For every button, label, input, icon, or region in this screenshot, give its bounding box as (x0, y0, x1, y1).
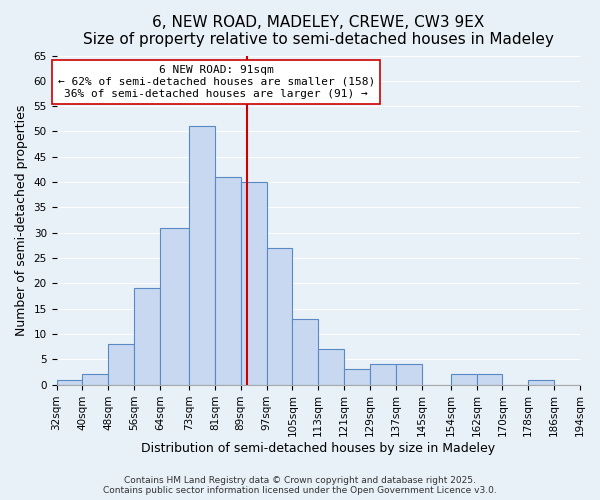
Bar (134, 288, 160, 384)
X-axis label: Distribution of semi-detached houses by size in Madeley: Distribution of semi-detached houses by … (141, 442, 496, 455)
Text: 6 NEW ROAD: 91sqm
← 62% of semi-detached houses are smaller (158)
36% of semi-de: 6 NEW ROAD: 91sqm ← 62% of semi-detached… (58, 66, 375, 98)
Bar (292, 319, 318, 384)
Bar (108, 344, 134, 385)
Bar (266, 248, 292, 384)
Bar (189, 126, 215, 384)
Bar (451, 374, 476, 384)
Title: 6, NEW ROAD, MADELEY, CREWE, CW3 9EX
Size of property relative to semi-detached : 6, NEW ROAD, MADELEY, CREWE, CW3 9EX Siz… (83, 15, 554, 48)
Bar (215, 177, 241, 384)
Bar (370, 364, 396, 384)
Bar (318, 349, 344, 384)
Bar (82, 374, 108, 384)
Bar (396, 364, 422, 384)
Bar (160, 228, 189, 384)
Bar (528, 380, 554, 384)
Y-axis label: Number of semi-detached properties: Number of semi-detached properties (15, 104, 28, 336)
Text: Contains HM Land Registry data © Crown copyright and database right 2025.
Contai: Contains HM Land Registry data © Crown c… (103, 476, 497, 495)
Bar (344, 370, 370, 384)
Bar (56, 380, 82, 384)
Bar (241, 182, 266, 384)
Bar (476, 374, 502, 384)
